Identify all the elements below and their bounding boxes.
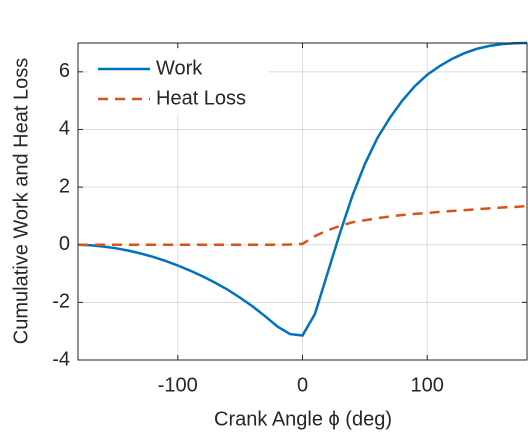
x-axis-label: Crank Angle ϕ (deg): [214, 408, 392, 430]
y-tick-label: 4: [59, 118, 70, 140]
y-axis-label: Cumulative Work and Heat Loss: [10, 58, 32, 344]
y-tick-label: 0: [59, 233, 70, 255]
x-tick-label: -100: [158, 374, 198, 396]
x-tick-label: 0: [297, 374, 308, 396]
legend-label: Work: [156, 57, 203, 79]
legend-label: Heat Loss: [156, 87, 246, 109]
axes-box: [77, 42, 528, 361]
series-line: [78, 204, 528, 246]
x-tick-label: 100: [411, 374, 444, 396]
y-tick-label: -4: [52, 348, 70, 370]
series-line: [77, 41, 528, 337]
y-tick-label: -2: [52, 291, 70, 313]
y-tick-label: 2: [59, 175, 70, 197]
y-tick-label: 6: [59, 60, 70, 82]
legend-box: [88, 51, 268, 115]
